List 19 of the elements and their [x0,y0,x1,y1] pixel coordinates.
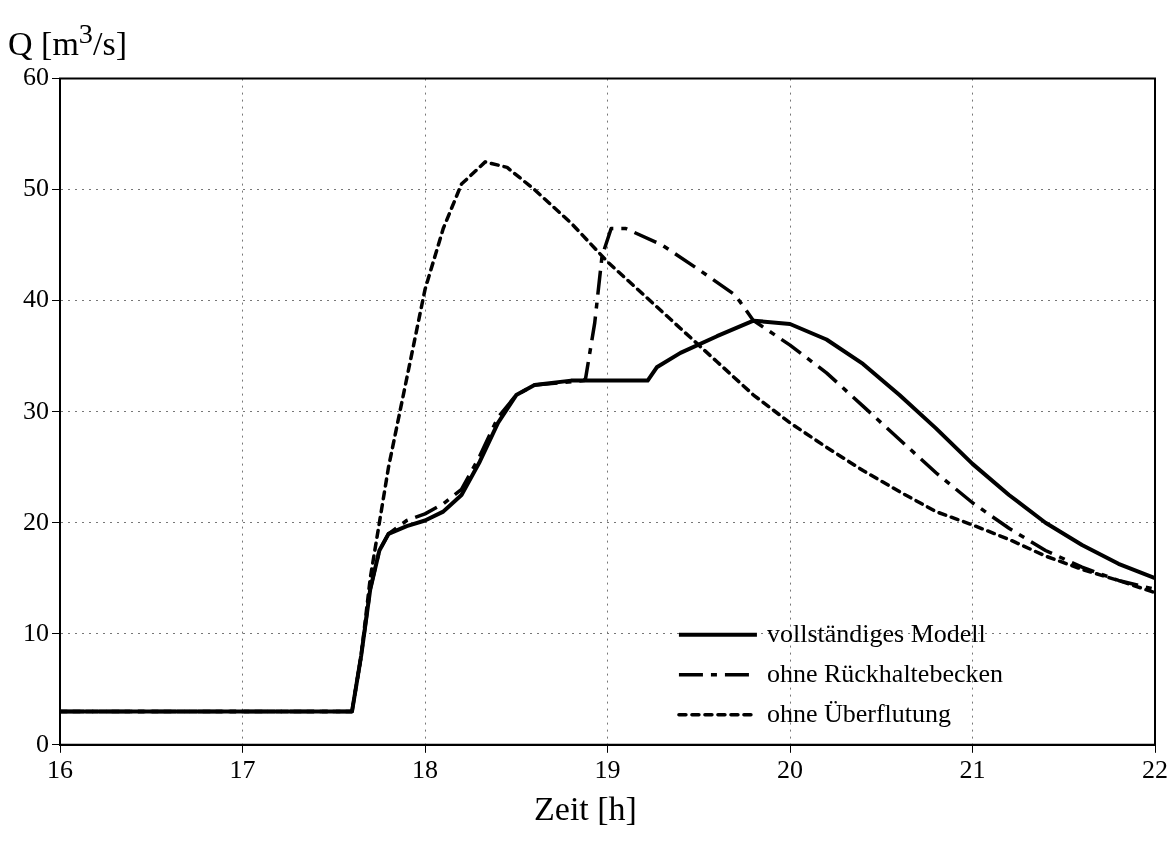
x-tick-label: 16 [47,755,73,785]
y-tick-label: 50 [23,173,49,203]
x-tick-label: 18 [412,755,438,785]
y-tick-label: 20 [23,506,49,536]
x-tick-label: 17 [229,755,256,785]
y-axis-title: Q [m$^{3}$/s] [8,18,127,64]
legend-label: ohne Rückhaltebecken [766,658,1004,688]
y-tick-label: 30 [23,395,49,425]
x-tick-label: 21 [959,755,986,785]
legend-label: ohne Überflutung [766,698,952,728]
legend-label: vollständiges Modell [766,618,986,648]
x-axis-title: Zeit [h] [533,790,638,828]
x-tick-label: 19 [594,755,621,785]
y-tick-label: 10 [23,617,49,647]
x-tick-label: 20 [777,755,803,785]
x-tick-label: 22 [1142,755,1168,785]
y-tick-label: 0 [36,728,49,758]
y-tick-label: 60 [23,62,49,92]
y-tick-label: 40 [23,284,49,314]
